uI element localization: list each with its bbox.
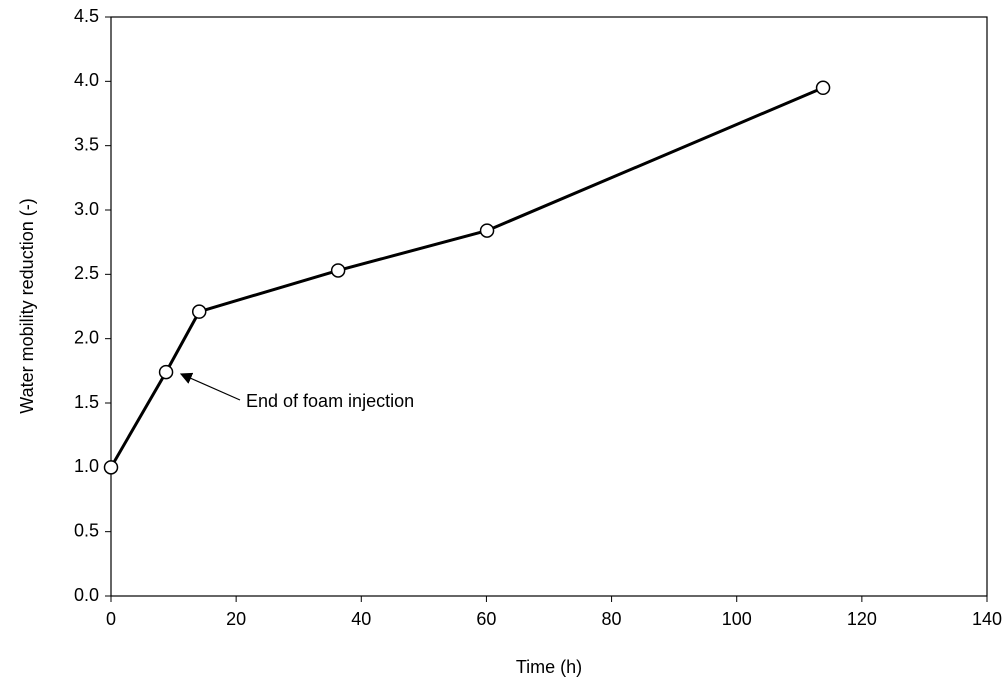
x-tick-label: 80 [602, 609, 622, 629]
y-tick-label: 2.5 [74, 263, 99, 283]
annotation: End of foam injection [246, 391, 414, 411]
plot-frame [110, 16, 988, 597]
data-point [330, 263, 346, 278]
series-line [109, 86, 824, 469]
y-tick-label: 0.0 [74, 585, 99, 605]
y-axis-label: Water mobility reduction (-) [17, 198, 37, 413]
x-axis-label: Time (h) [516, 657, 582, 677]
data-point [158, 364, 174, 380]
x-tick-label: 20 [226, 609, 246, 629]
x-tick-label: 60 [476, 609, 496, 629]
data-point [103, 460, 119, 475]
x-tick-label: 0 [106, 609, 116, 629]
y-tick-label: 0.5 [74, 520, 99, 540]
x-tick-label: 140 [972, 609, 1002, 629]
data-point [815, 80, 831, 96]
y-tick-label: 2.0 [74, 327, 99, 347]
y-tick-label: 4.0 [74, 70, 99, 90]
y-tick-label: 1.0 [74, 456, 99, 476]
x-tick-label: 120 [847, 609, 877, 629]
y-tick-label: 4.5 [74, 6, 99, 26]
data-point [191, 304, 207, 319]
x-tick-label: 100 [722, 609, 752, 629]
y-tick-label: 3.0 [74, 199, 99, 219]
y-tick-label: 3.5 [74, 134, 99, 154]
y-tick-label: 1.5 [74, 392, 99, 412]
annotation-arrow [179, 372, 241, 401]
data-point [479, 223, 495, 238]
x-tick-label: 40 [351, 609, 371, 629]
